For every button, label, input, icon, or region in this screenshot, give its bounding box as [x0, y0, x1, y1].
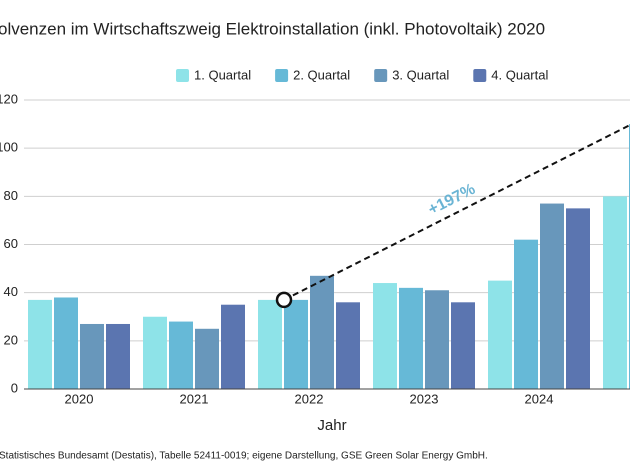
bar	[336, 302, 360, 389]
legend-swatch	[374, 69, 388, 82]
bar	[28, 299, 52, 389]
bar	[540, 203, 564, 389]
legend-label: 1. Quartal	[194, 67, 251, 82]
legend-label: 3. Quartal	[392, 67, 449, 82]
chart-title: olvenzen im Wirtschaftszweig Elektroinst…	[0, 19, 545, 38]
bar	[603, 196, 627, 389]
bar	[284, 299, 308, 389]
bar	[80, 323, 104, 389]
bar	[488, 280, 512, 389]
y-tick-label: 80	[4, 188, 18, 203]
legend-swatch	[275, 69, 289, 82]
growth-annotation: +197%	[426, 181, 479, 219]
bar	[514, 239, 538, 389]
bar	[258, 299, 282, 389]
highlight-marker	[275, 291, 293, 309]
legend-label: 4. Quartal	[491, 67, 548, 82]
x-tick-label: 2021	[180, 391, 209, 406]
bar	[169, 321, 193, 389]
y-tick-label: 40	[4, 284, 18, 299]
y-tick-label: 120	[0, 91, 18, 106]
bar	[195, 328, 219, 389]
x-tick-label: 2023	[410, 391, 439, 406]
bar	[106, 323, 130, 389]
y-tick-label: 100	[0, 140, 18, 155]
bar	[143, 316, 167, 389]
bar	[566, 208, 590, 389]
x-axis-label: Jahr	[317, 417, 346, 434]
x-tick-label: 2020	[65, 391, 94, 406]
y-tick-label: 0	[11, 380, 18, 395]
y-tick-label: 60	[4, 236, 18, 251]
legend-label: 2. Quartal	[293, 67, 350, 82]
bar	[310, 275, 334, 389]
legend-swatch	[176, 69, 189, 82]
trend-line	[283, 124, 630, 301]
y-tick-label: 20	[4, 332, 18, 347]
x-tick-label: 2022	[295, 391, 324, 406]
legend-swatch	[473, 69, 487, 82]
bar	[399, 287, 423, 389]
bar	[373, 283, 397, 389]
bar	[451, 302, 475, 389]
bar	[54, 297, 78, 389]
bar	[425, 290, 449, 389]
source-note: Statistisches Bundesamt (Destatis), Tabe…	[0, 451, 488, 462]
bar	[221, 304, 245, 389]
x-tick-label: 2024	[525, 391, 554, 406]
